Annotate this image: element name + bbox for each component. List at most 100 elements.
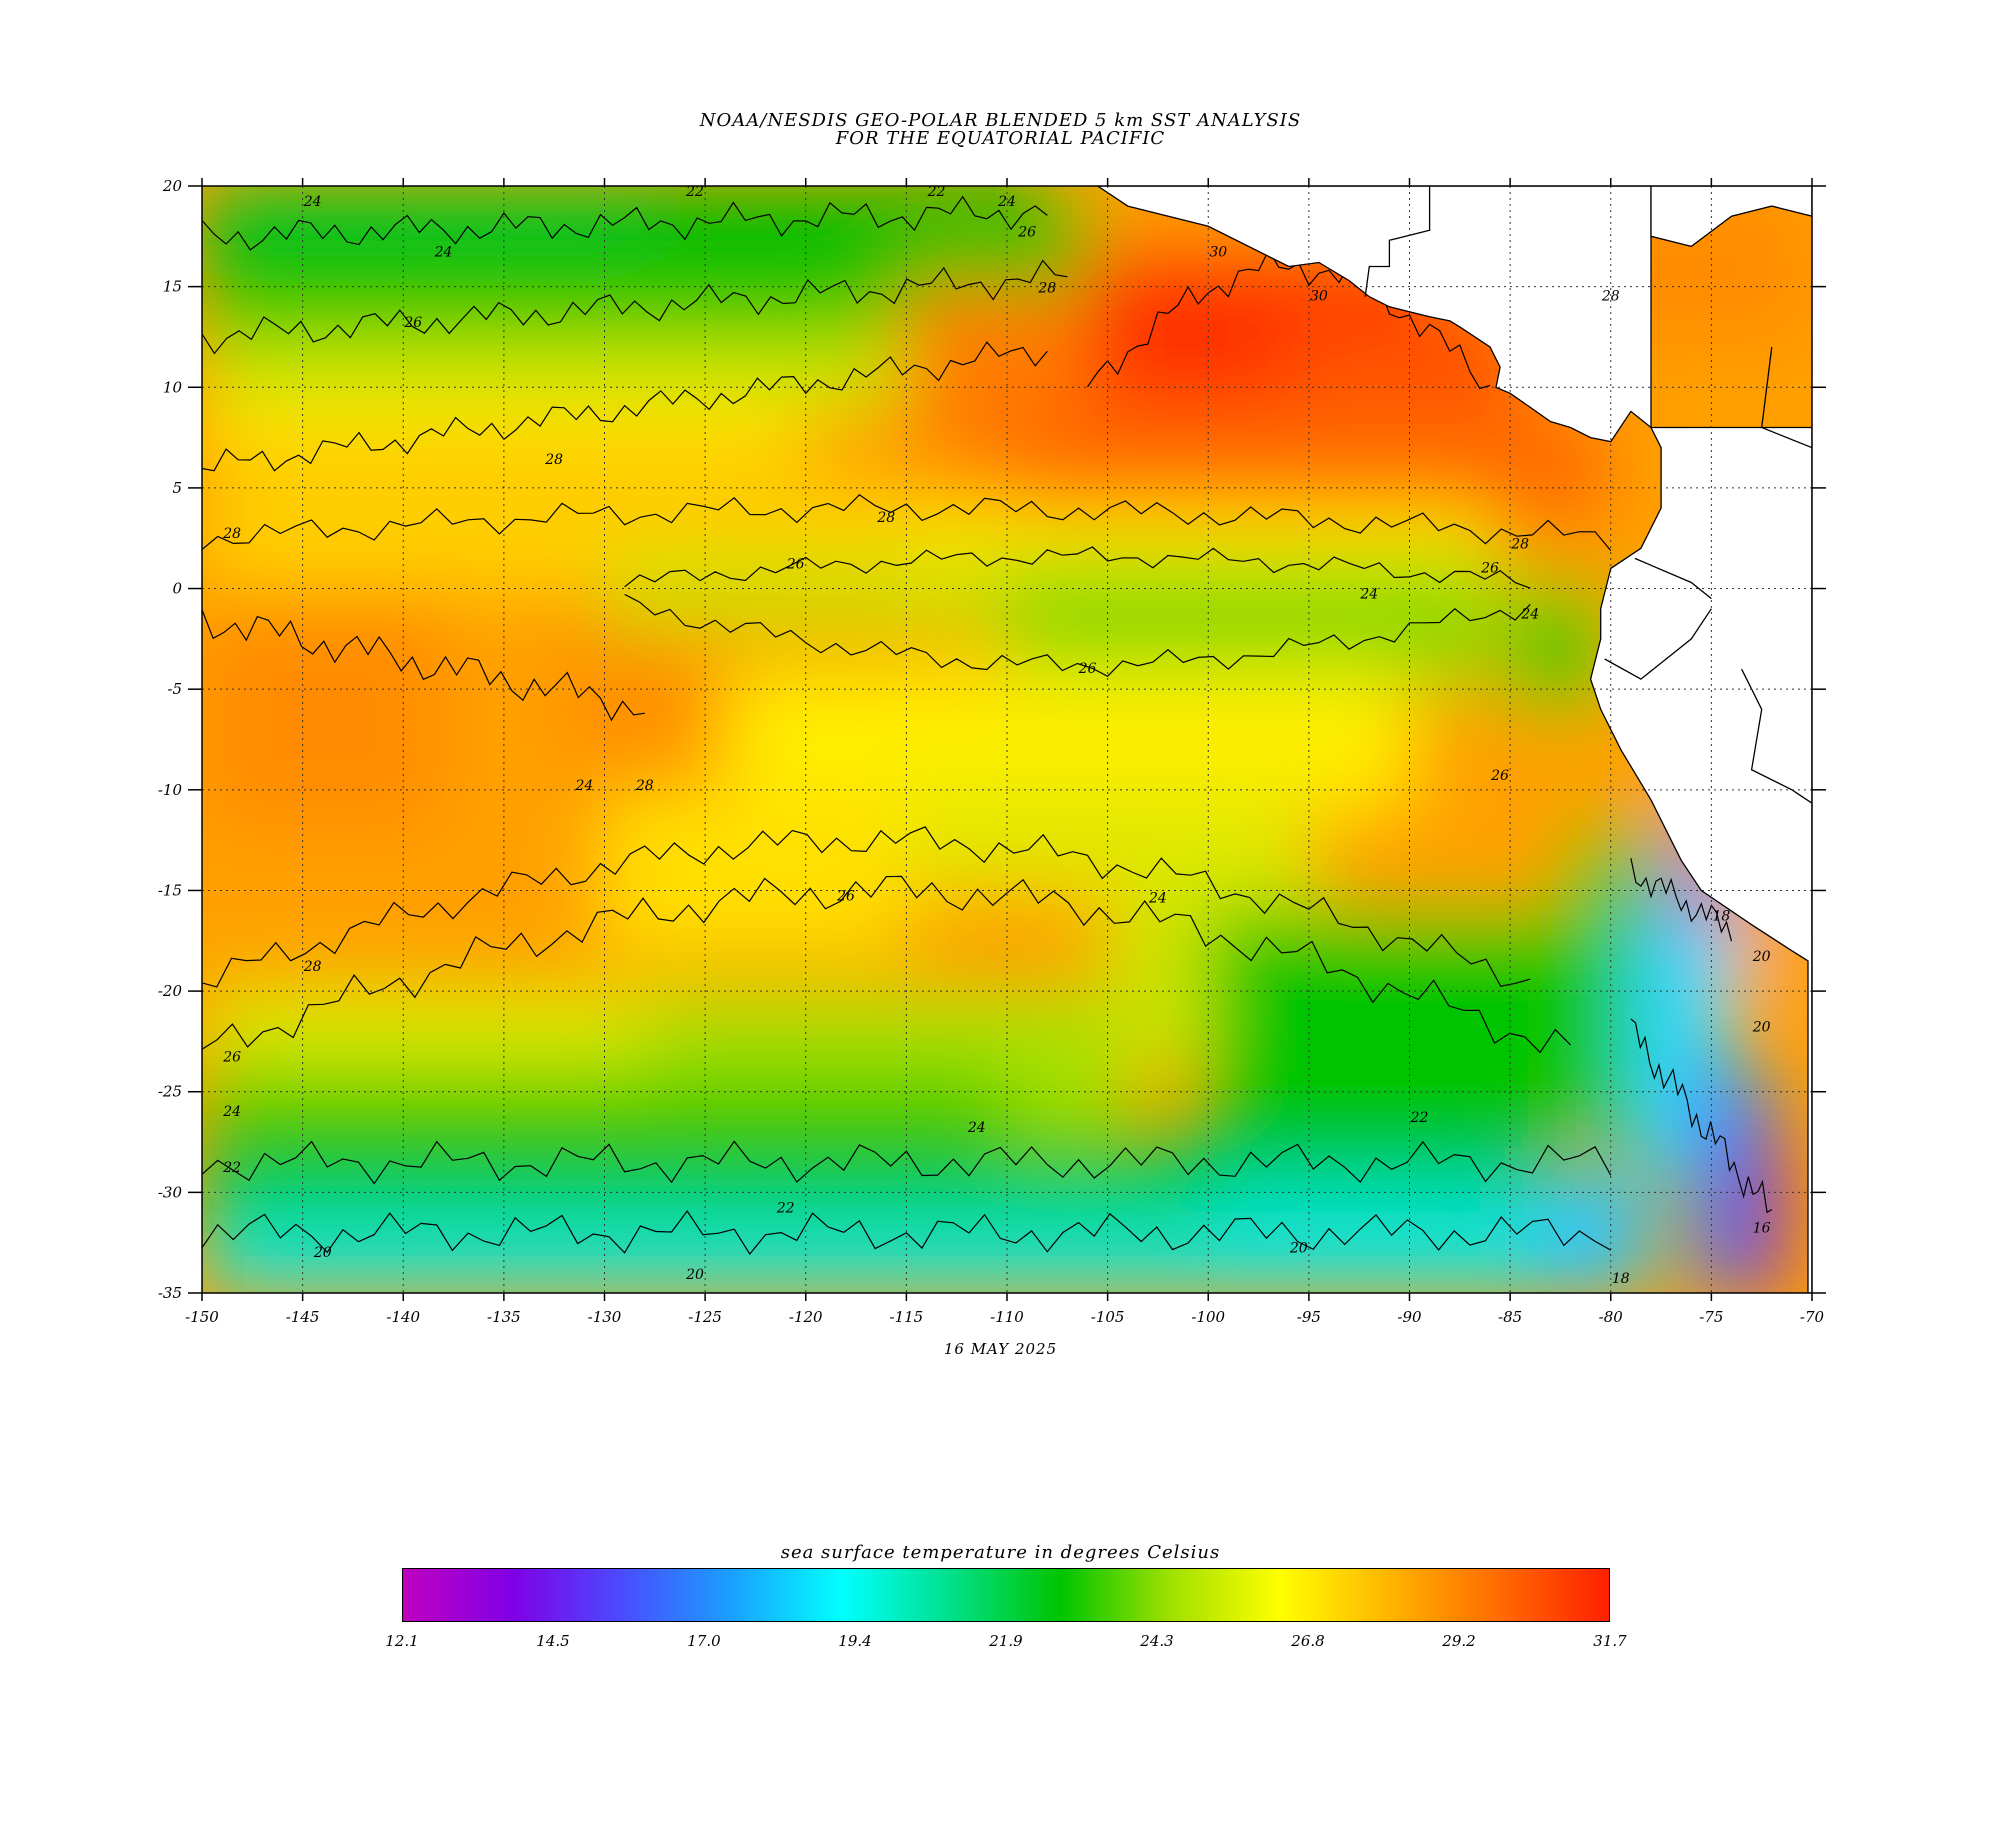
land-caribbean-top	[1650, 186, 1812, 248]
contour-label: 28	[635, 778, 654, 794]
map-title-line2: FOR THE EQUATORIAL PACIFIC	[835, 128, 1166, 149]
contour-label: 18	[1713, 909, 1731, 925]
land-south-america	[1589, 426, 1812, 1293]
lat-tick-label: 10	[163, 378, 183, 396]
lat-tick-label: -30	[158, 1183, 183, 1201]
lon-tick-label: -145	[286, 1308, 320, 1326]
lon-tick-label: -105	[1091, 1308, 1125, 1326]
colorbar	[402, 1568, 1610, 1622]
colorbar-tick-label: 12.1	[385, 1632, 419, 1650]
contour-label: 26	[222, 1050, 241, 1066]
contour-label: 24	[222, 1104, 241, 1120]
contour-label: 22	[222, 1160, 241, 1176]
contour-coastal-18	[1630, 858, 1733, 942]
contour-22-south	[202, 1140, 1612, 1185]
lon-tick-label: -100	[1191, 1308, 1225, 1326]
contour-label: 26	[1480, 560, 1499, 576]
lon-tick-label: -90	[1397, 1308, 1422, 1326]
contour-label: 28	[1510, 536, 1529, 552]
lat-tick-label: -10	[158, 781, 183, 799]
lat-tick-label: -20	[158, 982, 183, 1000]
contour-label: 20	[313, 1245, 332, 1261]
contour-label: 26	[1490, 768, 1509, 784]
contour-28-north	[202, 341, 1048, 472]
lat-tick-label: -5	[167, 680, 182, 698]
contour-label: 24	[967, 1120, 986, 1136]
lon-tick-label: -130	[588, 1308, 622, 1326]
contour-label: 22	[1410, 1110, 1429, 1126]
contour-24-north	[202, 195, 1048, 251]
lon-tick-label: -120	[789, 1308, 823, 1326]
contour-label: 24	[1359, 587, 1378, 603]
contour-label: 30	[1209, 244, 1227, 260]
lat-tick-label: -15	[158, 881, 182, 899]
lat-tick-label: -25	[158, 1083, 182, 1101]
contour-label: 26	[836, 889, 855, 905]
contour-label: 28	[1037, 281, 1056, 297]
contour-label: 26	[1078, 661, 1097, 677]
contour-20-south	[202, 1209, 1612, 1256]
contour-coastal-20	[1630, 1018, 1773, 1214]
contour-label: 30	[1310, 289, 1328, 305]
colorbar-tick-label: 31.7	[1593, 1632, 1627, 1650]
land-masses	[1096, 186, 1812, 1293]
analysis-date: 16 MAY 2025	[943, 1340, 1058, 1358]
colorbar-tick-label: 26.8	[1291, 1632, 1325, 1650]
colorbar-tick-label: 29.2	[1442, 1632, 1476, 1650]
contour-label: 16	[1753, 1221, 1771, 1237]
colorbar-tick-label: 24.3	[1140, 1632, 1174, 1650]
contour-label: 28	[1601, 289, 1620, 305]
contour-label: 24	[434, 244, 453, 260]
colorbar-tick-label: 19.4	[838, 1632, 872, 1650]
colorbar-tick-label: 17.0	[687, 1632, 721, 1650]
lon-tick-label: -115	[890, 1308, 924, 1326]
lat-tick-label: 5	[172, 479, 182, 497]
contour-label: 26	[403, 315, 422, 331]
contour-label: 20	[1752, 949, 1771, 965]
contour-26-eq-south	[624, 593, 1531, 678]
lon-tick-label: -150	[185, 1308, 219, 1326]
contour-26-sw	[202, 826, 1531, 988]
axis-tick-labels: -150 -145 -140 -135 -130 -125 -120 -115 -110 -105…	[158, 177, 1825, 1326]
contour-26-north	[202, 259, 1068, 355]
contour-label: 28	[876, 510, 895, 526]
lon-tick-label: -70	[1800, 1308, 1825, 1326]
border-ecuador-peru	[1604, 608, 1712, 680]
contour-label: 24	[1148, 891, 1167, 907]
contour-label: 20	[1752, 1019, 1771, 1035]
contour-label: 28	[303, 959, 322, 975]
contour-label: 24	[574, 778, 593, 794]
lon-tick-label: -80	[1599, 1308, 1624, 1326]
contour-label: 24	[997, 194, 1016, 210]
contour-label: 22	[685, 184, 704, 200]
contour-label: 22	[927, 184, 946, 200]
graticule	[202, 186, 1812, 1293]
contour-24-mid	[202, 875, 1571, 1054]
contour-30	[1087, 248, 1491, 390]
contour-label: 18	[1612, 1271, 1630, 1287]
sst-patch-18	[725, 669, 1410, 810]
sst-patch-36	[1731, 1131, 1782, 1293]
lat-tick-label: 15	[163, 278, 182, 296]
contour-label: 20	[1289, 1241, 1308, 1257]
border-colombia-ecuador	[1634, 557, 1712, 600]
sst-patch-24	[202, 991, 645, 1072]
contour-label: 28	[222, 526, 241, 542]
lat-tick-label: -35	[158, 1284, 182, 1302]
sst-patch-31	[202, 1252, 1531, 1293]
contour-26-eq	[624, 546, 1531, 589]
contour-label: 26	[786, 556, 805, 572]
sst-patch-19	[604, 789, 907, 951]
sst-patch-32	[1530, 1172, 1651, 1293]
lon-tick-label: -140	[386, 1308, 420, 1326]
contour-label: 28	[544, 452, 563, 468]
lon-tick-label: -85	[1498, 1308, 1522, 1326]
axis-ticks	[188, 178, 1826, 1301]
border-mexico-guatemala	[1364, 186, 1431, 297]
lon-tick-label: -95	[1297, 1308, 1321, 1326]
sst-contours	[202, 195, 1773, 1256]
colorbar-tick-label: 21.9	[989, 1632, 1023, 1650]
map-title-line1: NOAA/NESDIS GEO-POLAR BLENDED 5 km SST A…	[699, 110, 1302, 131]
contour-label: 22	[776, 1200, 795, 1216]
